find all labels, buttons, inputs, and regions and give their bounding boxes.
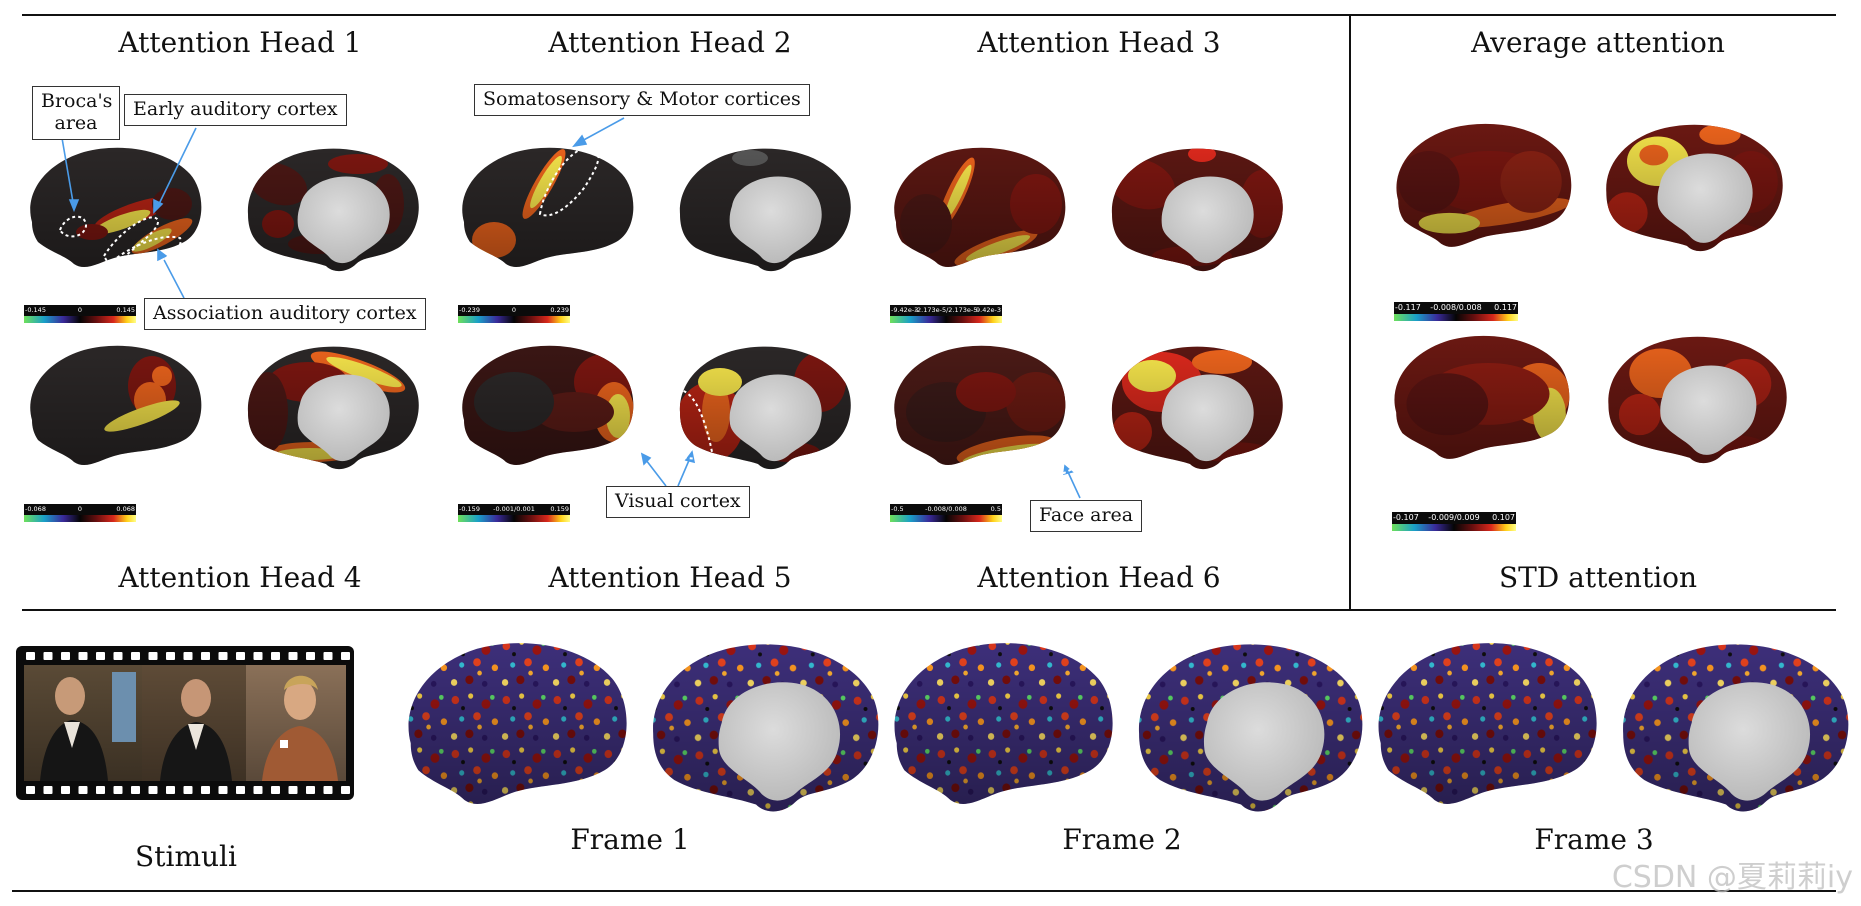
face-area-callout: Face area (1030, 500, 1143, 532)
lateral-brain-view (894, 345, 1066, 466)
cbar-min: -0.145 (25, 306, 46, 314)
head-1-title: Attention Head 1 (118, 26, 362, 59)
cbar-mid: -0.009/0.009 (1428, 513, 1480, 522)
medial-brain-view (1623, 644, 1849, 812)
frame-1-label: Frame 1 (570, 823, 690, 856)
association-auditory-callout: Association auditory cortex (144, 298, 426, 330)
lateral-brain-view (30, 345, 202, 466)
medial-brain-view (679, 346, 851, 470)
cbar-max: 0.239 (550, 306, 569, 314)
stimuli-filmstrip (16, 646, 354, 800)
medial-brain-view (1606, 124, 1783, 252)
lateral-brain-view (408, 643, 627, 804)
medial-brain-view (247, 346, 419, 470)
somatosensory-callout: Somatosensory & Motor cortices (474, 84, 810, 116)
colorbar-head-6: -0.5 -0.008/0.008 0.5 (890, 504, 1002, 522)
cbar-mid: 0 (77, 505, 83, 513)
film-sprockets (26, 652, 350, 794)
frame-2-label: Frame 2 (1062, 823, 1182, 856)
medial-brain-view (247, 148, 419, 272)
colorbar-head-5: -0.159 -0.001/0.001 0.159 (458, 504, 570, 522)
cbar-min: -0.068 (25, 505, 46, 513)
head-3-title: Attention Head 3 (977, 26, 1221, 59)
cbar-min: -9.42e-3 (891, 306, 919, 314)
medial-brain-view (1111, 148, 1283, 272)
lateral-brain-view (1396, 123, 1572, 247)
cbar-max: 0.159 (550, 505, 569, 513)
cbar-mid: -2.173e-5/2.173e-5 (914, 306, 978, 314)
medial-brain-view (1138, 644, 1363, 812)
cbar-mid: -0.001/0.001 (493, 505, 535, 513)
broca-callout: Broca's area (32, 86, 120, 140)
visual-cortex-callout: Visual cortex (606, 486, 750, 518)
cbar-max: 0.107 (1492, 513, 1515, 522)
frame-3-label: Frame 3 (1534, 823, 1654, 856)
cbar-max: 0.145 (116, 306, 135, 314)
colorbar-head-4: -0.068 0 0.068 (24, 504, 136, 522)
medial-brain-view (1111, 346, 1283, 470)
cbar-max: 0.068 (116, 505, 135, 513)
head-5-title: Attention Head 5 (548, 561, 792, 594)
cbar-max: 0.117 (1494, 303, 1517, 312)
cbar-mid: 0 (511, 306, 517, 314)
colorbar-head-3: -9.42e-3 -2.173e-5/2.173e-5 9.42e-3 (890, 305, 1002, 323)
lateral-brain-view (894, 147, 1066, 268)
lateral-brain-view (1378, 643, 1597, 804)
cbar-min: -0.5 (891, 505, 904, 513)
std-title: STD attention (1498, 561, 1698, 594)
cbar-min: -0.159 (459, 505, 480, 513)
lateral-brain-view (462, 345, 634, 466)
cbar-max: 0.5 (990, 505, 1001, 513)
cbar-mid: 0 (77, 306, 83, 314)
head-2-title: Attention Head 2 (548, 26, 792, 59)
cbar-min: -0.107 (1393, 513, 1419, 522)
colorbar-head-1: -0.145 0 0.145 (24, 305, 136, 323)
head-6-title: Attention Head 6 (977, 561, 1221, 594)
region-outlines (58, 144, 1092, 477)
average-title: Average attention (1471, 26, 1725, 59)
colorbar-average: -0.117 -0.008/0.008 0.117 (1394, 302, 1518, 321)
lateral-brain-view (30, 147, 202, 268)
lateral-brain-view (1394, 335, 1570, 459)
medial-brain-view (679, 148, 851, 272)
watermark: CSDN @夏莉莉iy (1611, 860, 1853, 895)
medial-brain-view (653, 644, 879, 812)
brain-surfaces (30, 123, 1849, 812)
colorbar-std: -0.107 -0.009/0.009 0.107 (1392, 512, 1516, 531)
head-4-title: Attention Head 4 (118, 561, 362, 594)
stimuli-label: Stimuli (135, 840, 237, 873)
colorbar-head-2: -0.239 0 0.239 (458, 305, 570, 323)
cbar-max: 9.42e-3 (976, 306, 1001, 314)
cbar-min: -0.239 (459, 306, 480, 314)
cbar-mid: -0.008/0.008 (925, 505, 967, 513)
cbar-min: -0.117 (1395, 303, 1421, 312)
medial-brain-view (1608, 336, 1787, 464)
lateral-brain-view (462, 147, 634, 268)
early-auditory-callout: Early auditory cortex (124, 94, 347, 126)
cbar-mid: -0.008/0.008 (1430, 303, 1482, 312)
lateral-brain-view (894, 643, 1113, 804)
